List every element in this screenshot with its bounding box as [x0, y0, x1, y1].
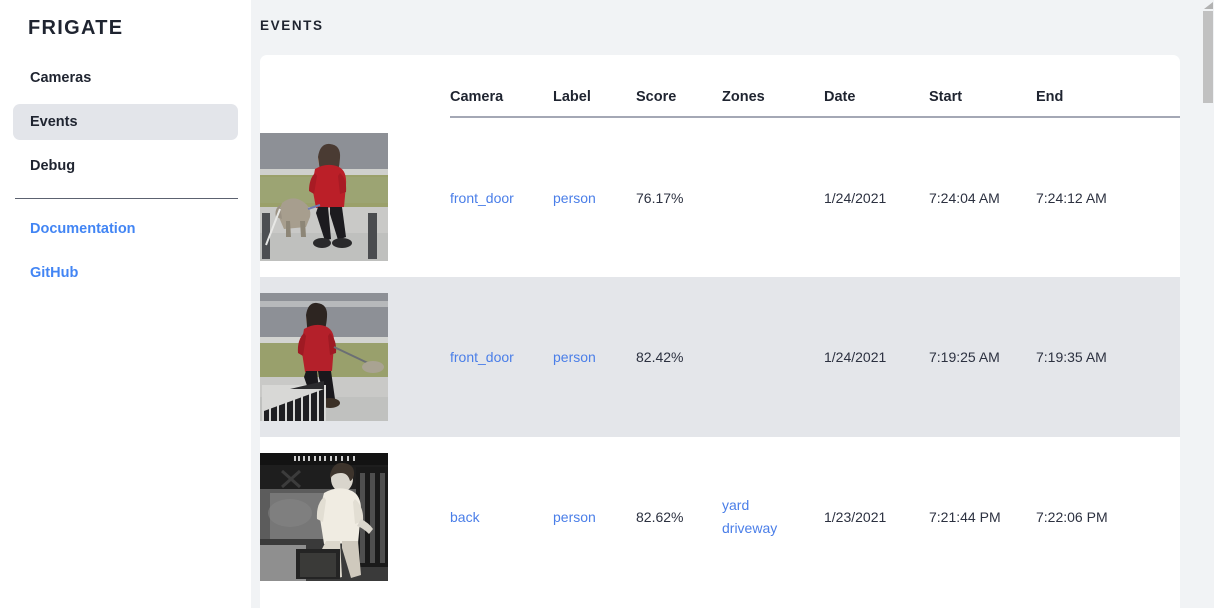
main-content: EVENTS Camera Label Score Zones Date Sta… [251, 0, 1214, 608]
event-start-value: 7:19:25 AM [929, 349, 1000, 365]
table-header-row: Camera Label Score Zones Date Start End [260, 55, 1180, 118]
event-label-cell: person [553, 437, 636, 597]
sidebar: FRIGATE Cameras Events Debug Documentati… [0, 0, 251, 608]
column-header-label[interactable]: Label [553, 55, 636, 118]
event-camera-link[interactable]: front_door [450, 189, 514, 206]
event-label-link[interactable]: person [553, 349, 596, 365]
event-thumbnail-cell[interactable] [260, 277, 450, 437]
event-thumbnail-image[interactable] [260, 453, 388, 581]
page-scrollbar[interactable] [1198, 0, 1214, 608]
sidebar-item-events[interactable]: Events [13, 104, 238, 140]
page-title: EVENTS [260, 18, 324, 33]
sidebar-item-debug[interactable]: Debug [30, 158, 76, 174]
column-header-thumbnail [260, 55, 450, 117]
column-header-zones[interactable]: Zones [722, 55, 824, 118]
event-score-value: 82.62% [636, 509, 684, 525]
event-end-value: 7:22:06 PM [1036, 509, 1108, 525]
events-table: Camera Label Score Zones Date Start End [260, 55, 1180, 597]
table-row[interactable]: front_door person 82.42% 1/24/2021 7:19:… [260, 277, 1180, 437]
table-row[interactable]: front_door person 76.17% 1/24/2021 7:24:… [260, 117, 1180, 277]
event-label-link[interactable]: person [553, 509, 596, 525]
events-card: Camera Label Score Zones Date Start End [260, 55, 1180, 608]
event-score-value: 76.17% [636, 189, 684, 206]
event-label-cell: person [553, 277, 636, 437]
event-camera-cell: front_door [450, 117, 553, 277]
event-camera-cell: front_door [450, 277, 553, 437]
sidebar-external-links: Documentation GitHub [0, 213, 251, 289]
column-header-camera[interactable]: Camera [450, 55, 553, 118]
column-header-score[interactable]: Score [636, 55, 722, 118]
sidebar-divider [15, 198, 238, 199]
event-end-value: 7:19:35 AM [1036, 349, 1107, 365]
event-label-link[interactable]: person [553, 189, 596, 206]
event-end-value: 7:24:12 AM [1036, 189, 1107, 206]
sidebar-item-cameras[interactable]: Cameras [30, 70, 92, 86]
event-start-value: 7:21:44 PM [929, 509, 1001, 525]
column-header-end[interactable]: End [1036, 55, 1180, 118]
events-table-body: front_door person 76.17% 1/24/2021 7:24:… [260, 117, 1180, 597]
sidebar-link-github[interactable]: GitHub [30, 265, 79, 281]
event-zones-cell [722, 277, 824, 437]
event-start-value: 7:24:04 AM [929, 189, 1000, 206]
event-camera-cell: back [450, 437, 553, 597]
event-date-value: 1/23/2021 [824, 509, 887, 525]
table-row[interactable]: back person 82.62% yard driveway 1/23/20… [260, 437, 1180, 597]
event-zones-cell [722, 117, 824, 277]
column-header-date[interactable]: Date [824, 55, 929, 118]
app-brand-title: FRIGATE [28, 17, 124, 39]
event-label-cell: person [553, 117, 636, 277]
event-zone-link-yard[interactable]: yard [722, 497, 750, 513]
event-thumbnail-image[interactable] [260, 133, 388, 261]
event-date-value: 1/24/2021 [824, 349, 887, 365]
scroll-up-arrow-icon[interactable] [1204, 2, 1213, 9]
event-date-value: 1/24/2021 [824, 189, 887, 206]
event-zones-cell: yard driveway [722, 437, 824, 597]
event-thumbnail-cell[interactable] [260, 437, 450, 597]
sidebar-nav: Cameras Events Debug [0, 60, 251, 184]
column-header-start[interactable]: Start [929, 55, 1036, 118]
event-zone-link-driveway[interactable]: driveway [722, 520, 778, 536]
event-score-value: 82.42% [636, 349, 684, 365]
event-camera-link[interactable]: back [450, 509, 480, 525]
event-thumbnail-cell[interactable] [260, 117, 450, 277]
event-thumbnail-image[interactable] [260, 293, 388, 421]
content-right-gutter [1180, 0, 1198, 608]
event-camera-link[interactable]: front_door [450, 349, 514, 365]
scrollbar-thumb[interactable] [1203, 11, 1213, 103]
events-table-head: Camera Label Score Zones Date Start End [260, 55, 1180, 118]
sidebar-link-documentation[interactable]: Documentation [30, 221, 136, 237]
